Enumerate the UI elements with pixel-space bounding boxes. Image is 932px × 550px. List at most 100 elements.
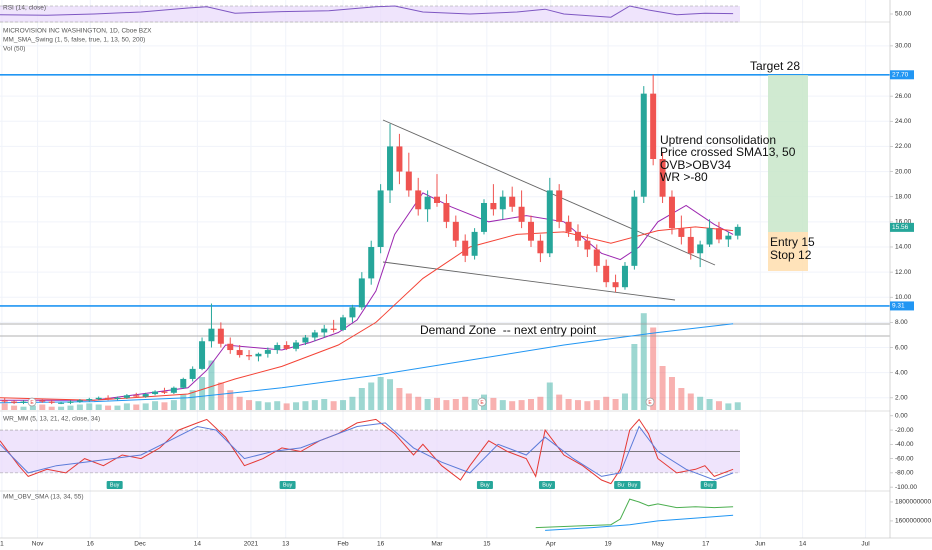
x-tick-label: 15 [483,541,491,548]
volume-bar [509,401,516,410]
level-label: 9.31 [892,303,905,310]
candle-body [133,395,140,397]
candle-body [67,401,74,403]
candle-body [152,391,159,395]
x-tick-label: 16 [377,541,385,548]
buy-label: Buy [628,482,638,488]
series-line [535,498,734,529]
volume-bar [368,382,375,410]
price-axis [890,0,932,550]
volume-bar [217,382,224,410]
volume-bar [640,313,647,410]
candle-body [1,400,8,402]
candle-body [321,328,328,333]
series-line [0,323,734,404]
volume-bar [208,360,215,410]
event-icon [477,397,487,407]
volume-bar [518,400,525,410]
buy-marker [106,481,123,489]
series-line [0,418,734,485]
candle-body [255,353,262,357]
volume-bar [11,405,18,410]
volume-bar [293,402,300,410]
volume-bar [377,377,384,410]
volume-bar [264,402,271,410]
volume-bar [527,399,534,410]
volume-bar [358,388,365,410]
y-tick-label: 14.00 [895,244,912,251]
volume-bar [734,402,741,410]
volume-bar [706,399,713,410]
stop-zone [768,232,808,271]
candle-body [593,249,600,266]
candle-body [180,378,187,388]
candle-body [387,146,394,191]
x-tick-label: Dec [134,541,146,548]
candle-body [603,265,610,283]
volume-bar [76,404,83,410]
volume-bar [246,400,253,410]
volume-bar [471,399,478,410]
annotation: OVB>OBV34 [660,158,731,172]
candle-body [396,146,403,172]
series-line [0,226,734,401]
x-tick-label: 16 [87,541,95,548]
candle-body [95,397,102,400]
volume-bar [170,400,177,410]
volume-bar [330,401,337,410]
y-tick-label: 2.00 [895,395,908,402]
x-tick-label: Jul [861,541,870,548]
trend-line [382,261,676,301]
candle-body [170,387,177,393]
volume-bar [537,396,544,410]
series-line [0,5,734,18]
candle-body [246,355,253,357]
volume-bar [678,388,685,410]
volume-bar [490,397,497,410]
x-tick-label: Apr [546,541,557,548]
x-tick-label: 2021 [244,541,259,548]
indicator-label: Vol (50) [3,46,25,53]
annotation: WR >-80 [660,170,708,184]
candle-body [434,196,441,203]
candle-body [462,240,469,256]
volume-bar [133,404,140,410]
volume-bar [434,397,441,410]
volume-bar [152,401,159,410]
buy-label: Buy [542,482,552,488]
candle-body [499,196,506,210]
y-tick-label: 50.00 [895,11,912,18]
x-tick-label: Feb [337,541,349,548]
candle-body [48,401,55,403]
candle-body [471,231,478,256]
candle-body [368,246,375,279]
candle-body [631,196,638,266]
target-zone [768,75,808,232]
candle-body [208,328,215,342]
y-tick-label: -100.00 [895,484,917,491]
layer: 1 Nov 16 Dec 14 2021 13 Feb 16 Mar 15 Apr 19 May 17 Jun… [0,11,931,548]
y-tick-label: 12.00 [895,269,912,276]
obv-title: MM_OBV_SMA (13, 34, 55) [3,494,84,501]
volume-bar [199,377,206,410]
annotation: Demand Zone -- next entry point [420,323,597,337]
candle-body [340,317,347,330]
candle-body [199,341,206,369]
x-tick-label: 14 [799,541,807,548]
volume-bar [612,399,619,410]
x-tick-label: 17 [702,541,710,548]
y-tick-label: 4.00 [895,369,908,376]
series-line [545,514,734,531]
candle-body [311,332,318,338]
candle-body [659,159,666,197]
volume-bar [593,400,600,410]
buy-label: Buy [110,482,120,488]
candle-body [481,202,488,232]
y-tick-label: -80.00 [895,470,914,477]
candle-body [725,235,732,240]
volume-bar [236,396,243,410]
candle-body [105,397,112,400]
candle-body [584,240,591,250]
volume-bar [58,406,65,410]
volume-bar [659,366,666,410]
